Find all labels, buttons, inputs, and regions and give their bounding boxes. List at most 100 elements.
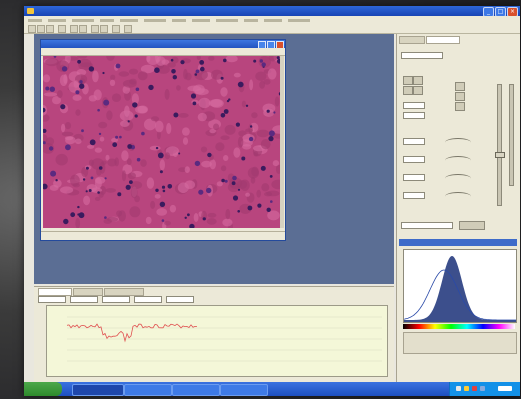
menu-item[interactable] — [100, 19, 114, 22]
profile-field-4[interactable] — [134, 296, 162, 303]
tissue-texture — [273, 160, 279, 166]
cell-nucleus — [50, 171, 56, 177]
cell-nucleus — [225, 180, 228, 183]
taskbar-app-1[interactable] — [72, 384, 124, 396]
preset-field[interactable] — [401, 222, 453, 229]
saturation-field[interactable] — [403, 192, 425, 199]
menu-item[interactable] — [72, 19, 94, 22]
micrograph-image[interactable] — [43, 56, 281, 228]
menu-item[interactable] — [144, 19, 166, 22]
print-icon[interactable] — [58, 25, 66, 33]
tray-security-icon[interactable] — [464, 386, 469, 391]
menu-item[interactable] — [264, 19, 282, 22]
cell-nucleus — [117, 192, 121, 196]
contrast-field[interactable] — [403, 156, 425, 163]
app-icon — [27, 8, 34, 14]
taskbar-app-2[interactable] — [124, 384, 172, 396]
tab-display[interactable] — [399, 36, 425, 44]
image-scrollbar[interactable] — [280, 56, 284, 228]
tissue-texture — [208, 213, 217, 218]
vertical-slider-thumb[interactable] — [495, 152, 505, 158]
cell-nucleus — [160, 170, 163, 173]
secondary-slider-track[interactable] — [509, 84, 514, 186]
menu-item[interactable] — [120, 19, 138, 22]
white-balance-button[interactable] — [413, 86, 423, 95]
tissue-texture — [217, 181, 223, 186]
zoom-out-icon[interactable] — [79, 25, 87, 33]
profile-field-5[interactable] — [166, 296, 194, 303]
cell-nucleus — [137, 158, 141, 162]
right-control-panel — [396, 34, 520, 384]
menu-item[interactable] — [216, 19, 238, 22]
menu-item[interactable] — [192, 19, 210, 22]
auto-exposure-button[interactable] — [403, 86, 413, 95]
menu-item[interactable] — [244, 19, 258, 22]
menu-item[interactable] — [288, 19, 310, 22]
tab-capture[interactable] — [426, 36, 460, 44]
select-tool-icon[interactable] — [91, 25, 99, 33]
tissue-texture — [140, 159, 147, 167]
tab-measurements[interactable] — [104, 288, 144, 296]
tissue-texture — [75, 218, 80, 228]
cell-nucleus — [203, 217, 206, 220]
tissue-texture — [156, 208, 167, 216]
histogram-area — [404, 256, 516, 322]
tissue-texture — [183, 137, 188, 145]
tissue-texture — [61, 124, 65, 133]
zoom-in-icon[interactable] — [70, 25, 78, 33]
tab-statistics[interactable] — [73, 288, 103, 296]
cell-nucleus — [128, 120, 130, 122]
taskbar-app-3[interactable] — [172, 384, 220, 396]
settings-icon[interactable] — [124, 25, 132, 33]
cell-nucleus — [260, 59, 263, 62]
cell-nucleus — [55, 179, 57, 181]
preview-button[interactable] — [455, 82, 465, 91]
tissue-texture — [245, 128, 253, 132]
image-window[interactable] — [40, 39, 286, 241]
taskbar-app-4[interactable] — [220, 384, 268, 396]
tissue-texture — [166, 123, 171, 134]
cell-nucleus — [171, 59, 174, 62]
apply-button[interactable] — [459, 221, 485, 230]
cell-nucleus — [189, 224, 194, 228]
save-icon[interactable] — [46, 25, 54, 33]
brightness-field[interactable] — [403, 138, 425, 145]
cell-nucleus — [103, 100, 109, 106]
open-icon[interactable] — [37, 25, 45, 33]
tab-profile[interactable] — [38, 288, 72, 296]
cell-nucleus — [49, 146, 53, 150]
profile-field-3[interactable] — [102, 296, 130, 303]
exposure-field[interactable] — [403, 102, 425, 109]
tray-volume-icon[interactable] — [480, 386, 485, 391]
cell-nucleus — [236, 123, 240, 127]
gamma-field[interactable] — [403, 174, 425, 181]
new-icon[interactable] — [28, 25, 36, 33]
live-button[interactable] — [403, 76, 413, 85]
menu-item[interactable] — [28, 19, 42, 22]
profile-field-2[interactable] — [70, 296, 98, 303]
tray-alert-icon[interactable] — [472, 386, 477, 391]
gain-field[interactable] — [403, 112, 425, 119]
bottom-panel-tabs — [38, 288, 144, 296]
tissue-texture — [128, 172, 136, 179]
cell-nucleus — [79, 84, 84, 89]
vertical-slider-track[interactable] — [497, 84, 502, 206]
tissue-texture — [89, 95, 97, 101]
menu-item[interactable] — [48, 19, 66, 22]
cell-nucleus — [173, 75, 177, 79]
profile-field-1[interactable] — [38, 296, 66, 303]
cell-nucleus — [50, 87, 55, 92]
tray-network-icon[interactable] — [456, 386, 461, 391]
snap-button[interactable] — [413, 76, 423, 85]
menu-item[interactable] — [172, 19, 186, 22]
start-button[interactable] — [24, 382, 62, 396]
measure-tool-icon[interactable] — [100, 25, 108, 33]
stop-button[interactable] — [455, 102, 465, 111]
record-button[interactable] — [455, 92, 465, 101]
camera-select-field[interactable] — [401, 52, 443, 59]
tissue-texture — [129, 206, 140, 217]
cell-nucleus — [90, 139, 96, 145]
image-window-title — [41, 40, 285, 48]
tissue-texture — [77, 56, 87, 59]
camera-icon[interactable] — [112, 25, 120, 33]
